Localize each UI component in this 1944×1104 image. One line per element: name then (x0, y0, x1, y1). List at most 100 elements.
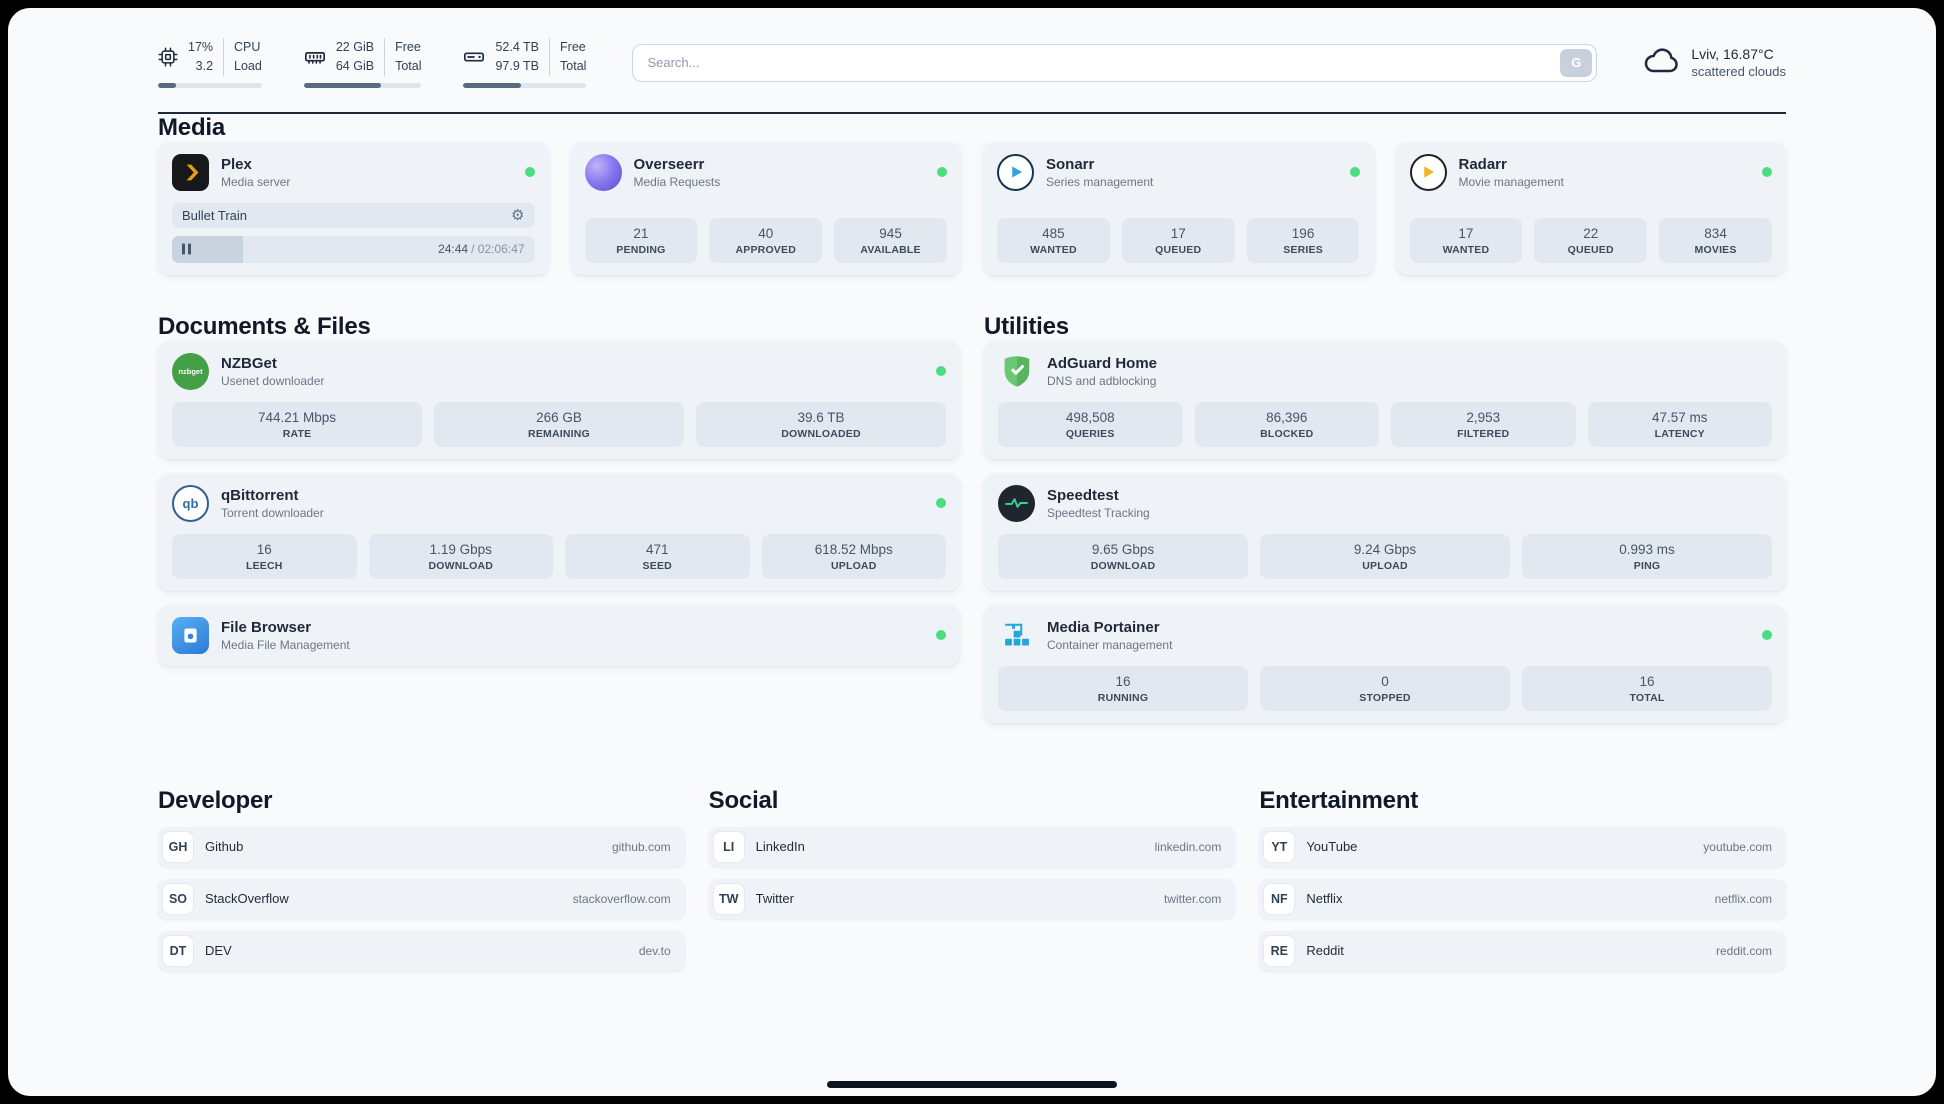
dev-icon: DT (163, 935, 193, 966)
playback-time-total: / 02:06:47 (471, 242, 525, 256)
stat-label: LATENCY (1654, 427, 1705, 440)
app-desc: Series management (1046, 174, 1154, 189)
radarr-icon (1409, 153, 1447, 191)
cpu-usage-value: 17% (188, 40, 214, 54)
gear-icon[interactable]: ⚙ (511, 206, 525, 224)
app-card-qbittorrent[interactable]: qb qBittorrent Torrent downloader 16 LEE… (158, 472, 960, 591)
link-youtube[interactable]: YT YouTube youtube.com (1259, 826, 1786, 867)
playback-time-current: 24:44 (438, 242, 469, 256)
link-stackoverflow[interactable]: SO StackOverflow stackoverflow.com (158, 878, 685, 919)
link-name: Reddit (1306, 943, 1344, 958)
app-name: File Browser (221, 618, 312, 636)
link-dev[interactable]: DT DEV dev.to (158, 930, 685, 971)
middle-sections: Documents & Files nzbget NZBGet Usenet d… (158, 313, 1786, 737)
app-desc: Container management (1047, 637, 1173, 652)
stat-box: 86,396 BLOCKED (1194, 401, 1379, 447)
section-title-developer: Developer (158, 786, 273, 814)
link-reddit[interactable]: RE Reddit reddit.com (1259, 930, 1786, 971)
playback-progress-bar[interactable]: 24:44/ 02:06:47 (172, 235, 535, 263)
link-linkedin[interactable]: LI LinkedIn linkedin.com (708, 826, 1236, 867)
stat-label: PING (1633, 559, 1661, 572)
media-card-row: Plex Media server Bullet Train ⚙ 24:44/ … (158, 141, 1786, 275)
section-title-documents: Documents & Files (158, 312, 371, 340)
app-card-adguard[interactable]: AdGuard Home DNS and adblocking 498,508 … (984, 340, 1786, 459)
app-desc: Speedtest Tracking (1047, 505, 1150, 520)
stat-label: QUERIES (1065, 427, 1115, 440)
stat-value: 266 GB (536, 409, 582, 425)
stat-label: RUNNING (1097, 691, 1149, 704)
stat-box: 16 TOTAL (1522, 665, 1772, 711)
link-url: dev.to (638, 943, 671, 958)
netflix-icon: NF (1264, 883, 1295, 914)
cpu-progress-track (158, 82, 262, 88)
playback-time: 24:44/ 02:06:47 (438, 242, 524, 256)
stat-label: DOWNLOAD (1090, 559, 1156, 572)
stat-box: 618.52 Mbps UPLOAD (761, 533, 946, 579)
link-name: Github (205, 839, 244, 854)
stat-box: 196 SERIES (1246, 217, 1360, 263)
disk-icon (463, 46, 485, 68)
link-name: YouTube (1306, 839, 1358, 854)
link-url: linkedin.com (1154, 839, 1222, 854)
header-divider (158, 111, 1786, 114)
qbittorrent-icon-text: qb (182, 495, 199, 511)
link-sections: Developer GH Github github.com SO StackO… (158, 787, 1786, 971)
app-card-radarr[interactable]: Radarr Movie management 17 WANTED 22 QUE… (1395, 141, 1786, 275)
app-card-sonarr[interactable]: Sonarr Series management 485 WANTED 17 Q… (983, 141, 1374, 275)
app-card-plex[interactable]: Plex Media server Bullet Train ⚙ 24:44/ … (158, 141, 549, 275)
link-netflix[interactable]: NF Netflix netflix.com (1259, 878, 1786, 919)
stat-value: 47.57 ms (1651, 409, 1708, 425)
stat-label: SEED (642, 559, 672, 572)
stat-label: FILTERED (1457, 427, 1510, 440)
ram-free-value: 22 GiB (335, 40, 375, 54)
app-card-portainer[interactable]: Media Portainer Container management 16 … (984, 604, 1786, 723)
status-indicator (1762, 167, 1772, 177)
app-card-nzbget[interactable]: nzbget NZBGet Usenet downloader 744.21 M… (158, 340, 960, 459)
stat-box: 22 QUEUED (1534, 217, 1648, 263)
app-card-overseerr[interactable]: Overseerr Media Requests 21 PENDING 40 A… (570, 141, 961, 275)
cloud-icon (1643, 46, 1681, 79)
stat-box: 266 GB REMAINING (434, 401, 684, 447)
app-name: AdGuard Home (1047, 354, 1158, 372)
section-title-social: Social (708, 786, 779, 814)
stat-value: 40 (758, 225, 774, 241)
stat-box: 834 MOVIES (1659, 217, 1772, 263)
disk-total-label: Total (560, 58, 587, 73)
nzbget-icon-text: nzbget (178, 366, 203, 376)
stat-label: LEECH (245, 559, 283, 572)
stat-value: 17 (1170, 225, 1186, 241)
search-engine-button[interactable]: G (1560, 48, 1593, 77)
pause-icon[interactable] (182, 244, 191, 255)
weather-widget: Lviv, 16.87°C scattered clouds (1643, 46, 1786, 79)
stat-label: QUEUED (1155, 243, 1202, 256)
status-indicator (524, 167, 535, 177)
app-card-filebrowser[interactable]: File Browser Media File Management (158, 604, 960, 666)
dashboard-panel: 17% 3.2 CPU Load (8, 8, 1936, 1096)
app-card-speedtest[interactable]: Speedtest Speedtest Tracking 9.65 Gbps D… (984, 472, 1786, 591)
stat-label: TOTAL (1629, 691, 1665, 704)
link-github[interactable]: GH Github github.com (158, 826, 685, 867)
app-name: Radarr (1458, 155, 1507, 173)
stat-value: 9.24 Gbps (1353, 541, 1417, 557)
search-input[interactable] (632, 43, 1598, 82)
cpu-usage-label: CPU (234, 40, 261, 54)
utilities-column: Utilities AdGuard Home DNS and adblockin… (984, 313, 1786, 737)
status-indicator (1762, 630, 1772, 640)
section-title-media: Media (158, 113, 226, 141)
ram-icon (304, 46, 326, 68)
stat-label: PENDING (616, 243, 666, 256)
stat-value: 471 (645, 541, 669, 557)
ram-total-value: 64 GiB (335, 58, 375, 73)
stat-box: 945 AVAILABLE (834, 217, 947, 263)
section-title-entertainment: Entertainment (1259, 786, 1419, 814)
stat-value: 17 (1458, 225, 1474, 241)
link-name: StackOverflow (205, 891, 289, 906)
stat-value: 9.65 Gbps (1091, 541, 1155, 557)
portainer-icon (998, 617, 1035, 654)
stat-label: APPROVED (735, 243, 796, 256)
stat-value: 196 (1291, 225, 1315, 241)
stat-box: 471 SEED (565, 533, 750, 579)
link-twitter[interactable]: TW Twitter twitter.com (708, 878, 1236, 919)
plex-icon (172, 153, 209, 191)
now-playing-title: Bullet Train (182, 207, 248, 223)
